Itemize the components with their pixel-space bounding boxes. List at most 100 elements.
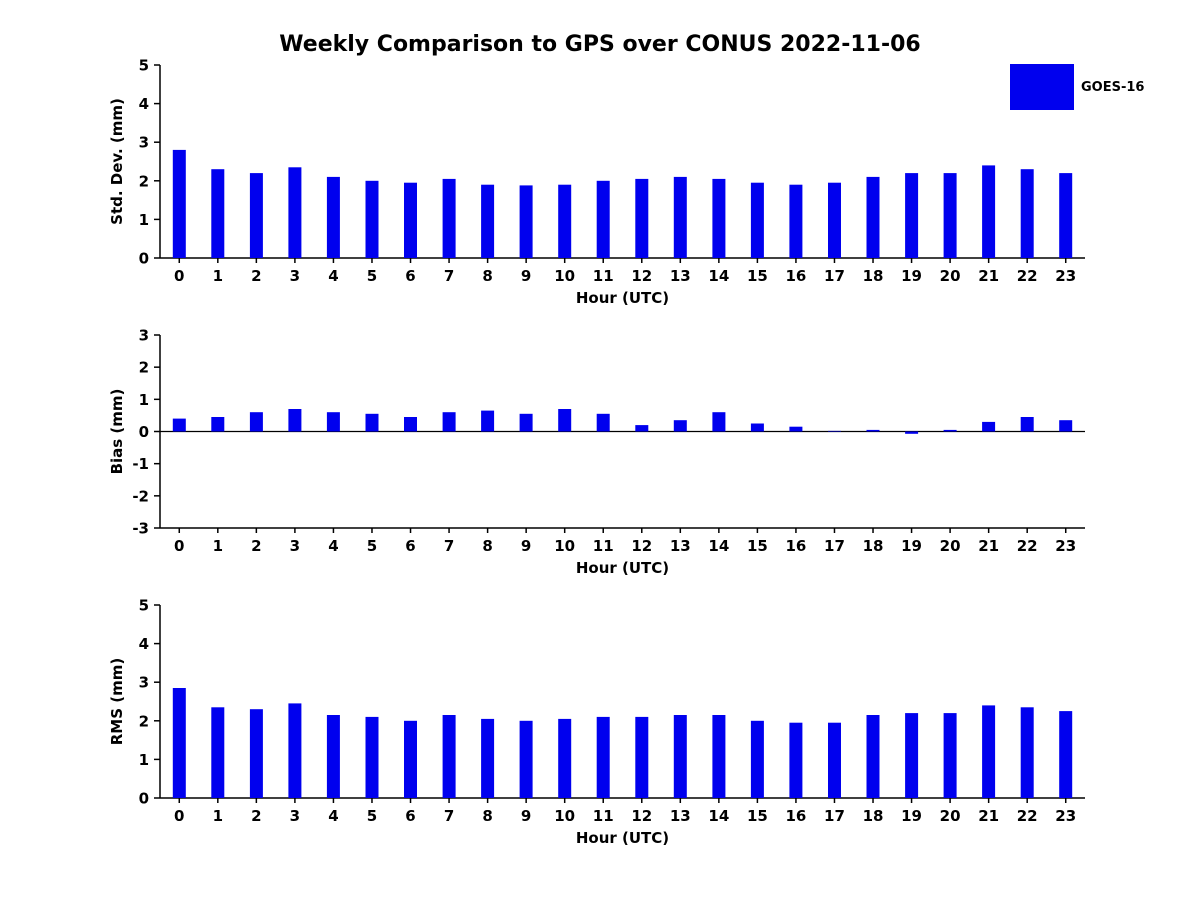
svg-text:8: 8: [482, 807, 492, 825]
svg-text:9: 9: [521, 807, 531, 825]
svg-text:13: 13: [670, 267, 691, 285]
svg-text:7: 7: [444, 537, 454, 555]
svg-text:5: 5: [139, 597, 149, 615]
svg-text:19: 19: [901, 537, 922, 555]
bias-chart: -3 -2 -1 0 1 2 3 0 1 2 3 4 5 6 7 8 9 10 11 12 13 14 15 16 17 18 19…: [0, 320, 1200, 580]
svg-text:6: 6: [405, 807, 415, 825]
svg-text:Std. Dev. (mm): Std. Dev. (mm): [108, 98, 126, 225]
svg-text:0: 0: [174, 537, 184, 555]
svg-text:17: 17: [824, 537, 845, 555]
svg-text:18: 18: [863, 807, 884, 825]
svg-text:0: 0: [174, 267, 184, 285]
svg-text:14: 14: [708, 807, 729, 825]
svg-text:18: 18: [863, 537, 884, 555]
svg-text:17: 17: [824, 807, 845, 825]
svg-text:2: 2: [139, 712, 149, 730]
legend-swatch-goes16: [1010, 64, 1074, 110]
svg-text:18: 18: [863, 267, 884, 285]
svg-text:2: 2: [251, 267, 261, 285]
svg-text:20: 20: [940, 807, 961, 825]
svg-text:22: 22: [1017, 267, 1038, 285]
svg-text:11: 11: [593, 807, 614, 825]
svg-text:1: 1: [139, 391, 149, 409]
svg-text:0: 0: [139, 790, 149, 808]
svg-text:3: 3: [139, 674, 149, 692]
stddev-chart: 0 1 2 3 4 5 0 1 2 3 4 5 6 7 8 9 10 11 12 13 14 15 16 17 18 19 20 21…: [0, 50, 1200, 310]
svg-text:14: 14: [708, 267, 729, 285]
svg-text:-2: -2: [132, 487, 149, 505]
svg-text:12: 12: [631, 267, 652, 285]
svg-text:9: 9: [521, 537, 531, 555]
legend: GOES-16: [1010, 64, 1144, 110]
svg-text:11: 11: [593, 537, 614, 555]
svg-text:Bias (mm): Bias (mm): [108, 389, 126, 475]
rms-chart: 0 1 2 3 4 5 0 1 2 3 4 5 6 7 8 9 10 11 12 13 14 15 16 17 18 19 20 21…: [0, 590, 1200, 850]
svg-text:10: 10: [554, 807, 575, 825]
svg-text:8: 8: [482, 537, 492, 555]
svg-text:5: 5: [367, 807, 377, 825]
svg-text:2: 2: [251, 537, 261, 555]
svg-text:7: 7: [444, 267, 454, 285]
svg-text:12: 12: [631, 537, 652, 555]
svg-text:6: 6: [405, 267, 415, 285]
svg-text:21: 21: [978, 807, 999, 825]
svg-text:15: 15: [747, 807, 768, 825]
svg-text:6: 6: [405, 537, 415, 555]
svg-text:2: 2: [139, 359, 149, 377]
svg-text:4: 4: [328, 537, 338, 555]
svg-text:13: 13: [670, 537, 691, 555]
svg-text:8: 8: [482, 267, 492, 285]
figure-title: Weekly Comparison to GPS over CONUS 2022…: [279, 32, 921, 57]
svg-text:4: 4: [139, 95, 149, 113]
svg-text:17: 17: [824, 267, 845, 285]
svg-text:13: 13: [670, 807, 691, 825]
svg-text:9: 9: [521, 267, 531, 285]
svg-text:21: 21: [978, 537, 999, 555]
svg-text:5: 5: [139, 57, 149, 75]
svg-text:19: 19: [901, 267, 922, 285]
svg-text:Hour (UTC): Hour (UTC): [576, 559, 669, 577]
svg-text:4: 4: [328, 807, 338, 825]
svg-text:11: 11: [593, 267, 614, 285]
svg-text:1: 1: [139, 211, 149, 229]
svg-text:2: 2: [251, 807, 261, 825]
svg-text:10: 10: [554, 537, 575, 555]
svg-text:16: 16: [786, 807, 807, 825]
svg-text:19: 19: [901, 807, 922, 825]
svg-text:23: 23: [1055, 267, 1076, 285]
svg-text:0: 0: [139, 423, 149, 441]
svg-text:20: 20: [940, 267, 961, 285]
svg-text:-3: -3: [132, 520, 149, 538]
svg-text:3: 3: [139, 134, 149, 152]
svg-text:1: 1: [213, 807, 223, 825]
svg-text:12: 12: [631, 807, 652, 825]
svg-text:3: 3: [290, 267, 300, 285]
svg-text:RMS (mm): RMS (mm): [108, 658, 126, 745]
svg-text:0: 0: [139, 250, 149, 268]
svg-text:15: 15: [747, 537, 768, 555]
legend-label: GOES-16: [1081, 79, 1145, 95]
svg-text:15: 15: [747, 267, 768, 285]
svg-text:22: 22: [1017, 807, 1038, 825]
svg-text:4: 4: [328, 267, 338, 285]
svg-text:16: 16: [786, 537, 807, 555]
svg-text:Hour (UTC): Hour (UTC): [576, 829, 669, 847]
svg-text:5: 5: [367, 267, 377, 285]
svg-text:1: 1: [213, 537, 223, 555]
svg-text:3: 3: [139, 327, 149, 345]
svg-text:21: 21: [978, 267, 999, 285]
svg-text:10: 10: [554, 267, 575, 285]
svg-text:22: 22: [1017, 537, 1038, 555]
svg-text:Hour (UTC): Hour (UTC): [576, 289, 669, 307]
svg-text:2: 2: [139, 172, 149, 190]
svg-text:0: 0: [174, 807, 184, 825]
svg-text:4: 4: [139, 635, 149, 653]
svg-text:3: 3: [290, 537, 300, 555]
svg-text:14: 14: [708, 537, 729, 555]
svg-text:5: 5: [367, 537, 377, 555]
svg-text:20: 20: [940, 537, 961, 555]
svg-text:3: 3: [290, 807, 300, 825]
svg-text:1: 1: [139, 751, 149, 769]
svg-text:23: 23: [1055, 537, 1076, 555]
svg-text:1: 1: [213, 267, 223, 285]
